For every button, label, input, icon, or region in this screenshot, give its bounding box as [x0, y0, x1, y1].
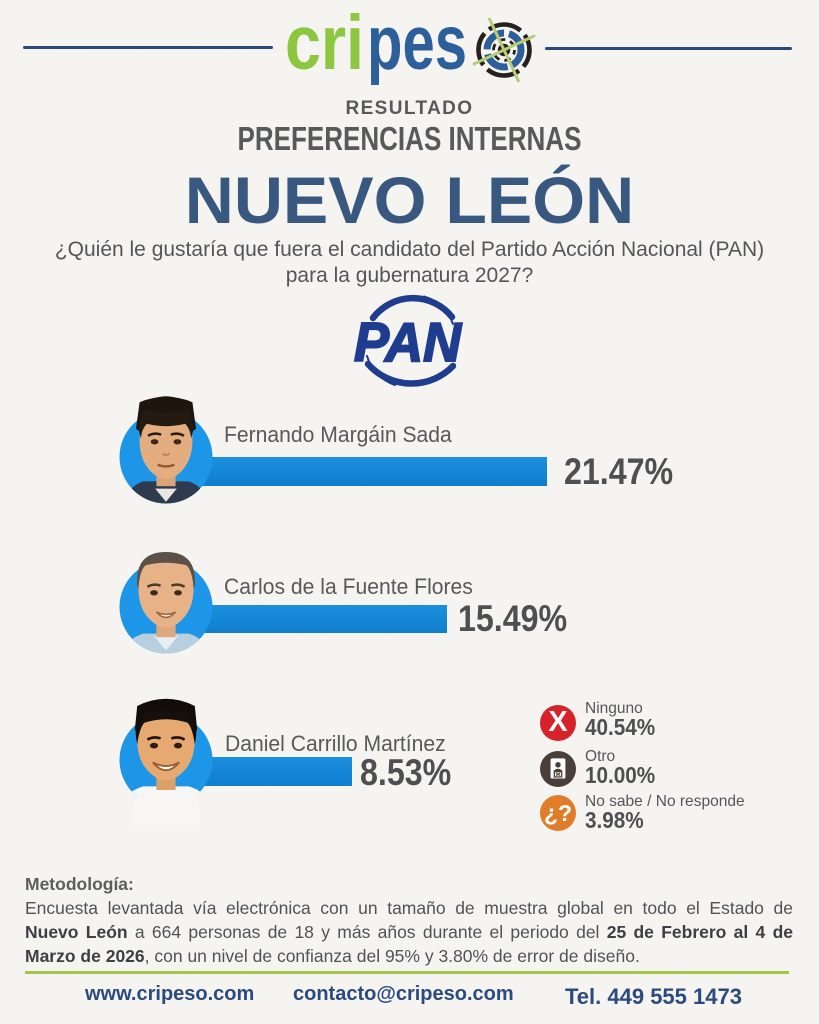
svg-text:PAN: PAN: [354, 311, 462, 373]
svg-text:pes: pes: [367, 8, 467, 86]
svg-text:cri: cri: [285, 8, 364, 86]
